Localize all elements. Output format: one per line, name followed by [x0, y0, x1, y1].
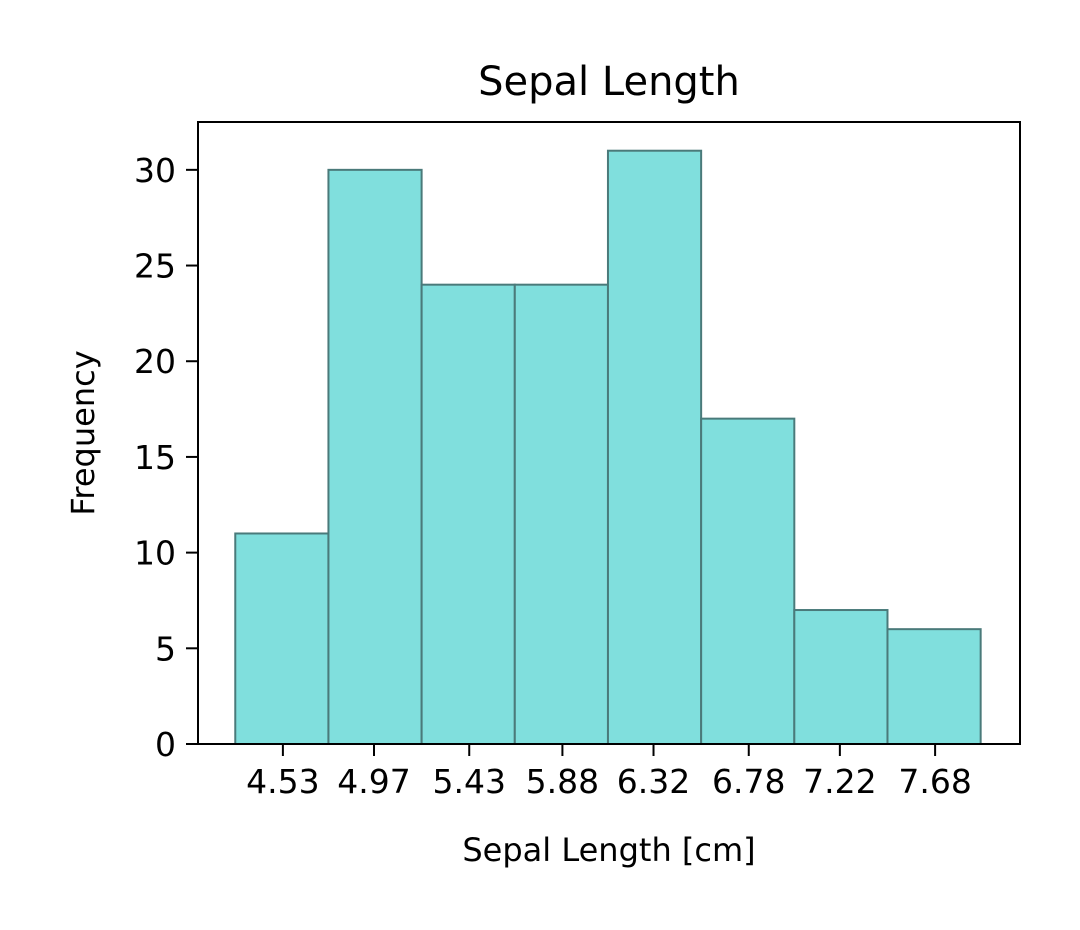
- x-tick-label: 6.32: [617, 762, 690, 801]
- y-tick-label: 25: [134, 247, 176, 286]
- y-tick-label: 5: [155, 629, 176, 668]
- x-tick-label: 4.53: [246, 762, 319, 801]
- chart-title: Sepal Length: [478, 59, 740, 105]
- histogram-bar: [700, 417, 796, 745]
- histogram-bar: [420, 283, 516, 745]
- x-tick-label: 4.97: [337, 762, 410, 801]
- x-tick-label: 7.68: [898, 762, 971, 801]
- x-axis-label: Sepal Length [cm]: [462, 831, 755, 869]
- histogram-bar: [886, 628, 982, 746]
- x-tick-label: 6.78: [712, 762, 785, 801]
- y-tick-label: 0: [155, 725, 176, 764]
- histogram-bar: [513, 283, 609, 745]
- bars-group: [234, 149, 982, 746]
- y-axis-ticks: 0 5 10 15 20 25 30: [134, 151, 198, 764]
- y-tick-label: 10: [134, 534, 176, 573]
- y-tick-label: 30: [134, 151, 176, 190]
- histogram-bar: [234, 532, 330, 745]
- y-tick-label: 20: [134, 342, 176, 381]
- x-axis-ticks: 4.53 4.97 5.43 5.88 6.32 6.78 7.22 7.68: [246, 744, 972, 801]
- y-tick-label: 15: [134, 438, 176, 477]
- x-tick-label: 5.43: [432, 762, 505, 801]
- histogram-bar: [327, 168, 423, 746]
- histogram-bar: [606, 149, 703, 745]
- x-tick-label: 7.22: [803, 762, 876, 801]
- plot-frame: [197, 121, 1021, 745]
- histogram-bar: [793, 609, 889, 745]
- x-tick-label: 5.88: [526, 762, 599, 801]
- y-axis-label: Frequency: [64, 350, 102, 515]
